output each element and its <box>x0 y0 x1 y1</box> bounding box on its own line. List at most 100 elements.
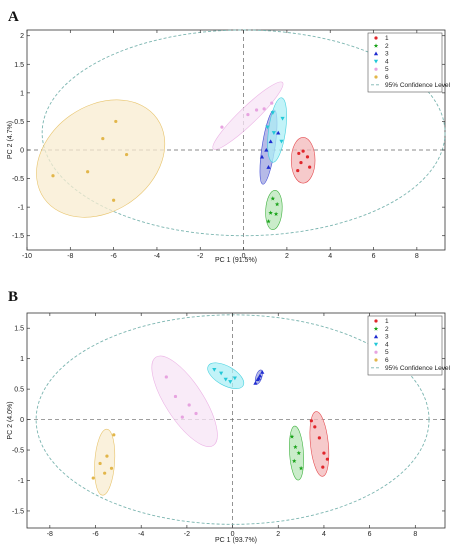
x-tick-label: -8 <box>67 253 73 260</box>
x-tick-label: 8 <box>413 531 417 538</box>
series-6-point <box>109 466 114 470</box>
y-tick-label: 0 <box>20 148 24 155</box>
pca-plot-b: B -8 -6 -4 -2 0 2 4 6 8 -1.5 -1 -0.5 0 0.5 1 1.5 PC 1 (93… <box>7 289 451 544</box>
legend-box <box>367 315 443 376</box>
legend-label: 3 <box>385 51 389 58</box>
series-5-point <box>270 101 274 105</box>
series-5 <box>164 375 198 419</box>
legend-marker-3 <box>373 51 379 56</box>
series-6-point <box>91 476 95 480</box>
series-1-point <box>322 451 326 455</box>
legend-label: 5 <box>385 66 389 73</box>
series-5-point <box>262 107 266 111</box>
x-tick-label: 8 <box>415 253 419 260</box>
series-1-point <box>299 160 303 165</box>
series-3 <box>253 369 265 385</box>
y-axis-title: PC 2 (4.7%) <box>7 121 14 159</box>
y-tick-label: -0.5 <box>12 176 24 183</box>
x-tick-label: 4 <box>322 531 326 538</box>
x-tick-label: -4 <box>154 253 160 260</box>
series-2-point <box>293 444 298 449</box>
x-axis-title: PC 1 (93.7%) <box>215 537 257 544</box>
series-2 <box>266 196 280 224</box>
series-6-point <box>105 454 109 458</box>
legend-marker-4 <box>373 59 379 64</box>
series-6-point <box>125 152 129 157</box>
y-tick-label: -0.5 <box>12 448 24 455</box>
series-3-point <box>276 130 281 135</box>
y-tick-label: 1 <box>20 90 24 97</box>
legend-label: 2 <box>385 43 389 50</box>
series-5-point <box>164 375 168 379</box>
series-3-point <box>257 373 263 378</box>
series-6 <box>91 433 116 480</box>
x-tick-label: -2 <box>197 253 203 260</box>
series-5-point <box>254 108 259 112</box>
series-3-point <box>260 369 265 374</box>
series-3-point <box>268 139 273 144</box>
series-2-point <box>270 196 276 201</box>
series-4 <box>212 367 237 384</box>
series-3-point <box>266 165 271 169</box>
series-3-point <box>255 377 260 382</box>
series-2-point <box>291 458 297 463</box>
series-1-point <box>305 155 310 159</box>
legend-marker-2 <box>373 326 379 331</box>
legend-label: 6 <box>385 357 389 364</box>
series-3-point <box>264 147 269 152</box>
y-tick-label: -1.5 <box>12 508 24 515</box>
x-tick-label: -6 <box>111 253 117 260</box>
series-4-point <box>219 371 224 376</box>
series-2 <box>289 434 304 471</box>
series-6 <box>51 119 129 202</box>
series-1-point <box>308 165 312 169</box>
series-1-point <box>317 436 321 440</box>
legend-marker-6 <box>374 358 378 362</box>
series-1-point <box>296 168 300 173</box>
series-2-point <box>298 465 304 471</box>
series-2-point <box>296 450 302 456</box>
series-1 <box>296 149 312 173</box>
x-tick-label: 2 <box>276 531 280 538</box>
legend-marker-1 <box>374 319 378 323</box>
series-4-point <box>212 367 217 372</box>
series-5-point <box>187 403 191 407</box>
x-tick-label: -6 <box>92 531 98 538</box>
x-tick-label: -8 <box>47 531 53 538</box>
series-5 <box>220 101 274 129</box>
legend-marker-5 <box>374 350 378 354</box>
series-2-point <box>268 210 273 215</box>
y-tick-label: 2 <box>20 33 24 40</box>
y-tick-label: -1 <box>18 205 24 212</box>
series-3-point <box>253 380 258 385</box>
legend-marker-1 <box>374 36 378 40</box>
legend-label: 2 <box>385 326 389 333</box>
series-6-point <box>114 119 118 124</box>
series-4-point <box>228 380 233 384</box>
series-5-point <box>173 394 178 399</box>
x-tick-label: 0 <box>242 253 246 260</box>
series-5-point <box>180 415 184 419</box>
series-6-point <box>112 433 116 437</box>
series-6-point <box>98 461 102 466</box>
series-1-point <box>301 149 305 153</box>
panel-label: B <box>8 289 18 305</box>
series-1-point <box>321 465 325 469</box>
x-tick-label: 6 <box>368 531 372 538</box>
legend-label: 1 <box>385 318 389 325</box>
series-1-point <box>325 457 329 461</box>
series-2-point <box>274 201 280 207</box>
series-4-point <box>280 116 285 121</box>
series-6-point <box>112 198 116 202</box>
series-2-point <box>266 219 271 224</box>
series-5-point <box>220 125 224 129</box>
y-tick-label: 1.5 <box>14 62 24 69</box>
legend-marker-6 <box>374 75 378 79</box>
y-tick-label: 1.5 <box>14 326 24 333</box>
series-4-point <box>270 111 275 115</box>
y-tick-label: 0.5 <box>14 387 24 394</box>
legend-label: 4 <box>385 341 389 348</box>
